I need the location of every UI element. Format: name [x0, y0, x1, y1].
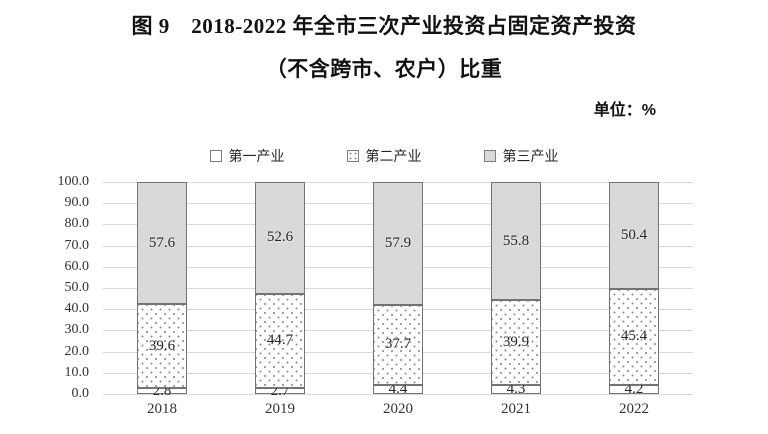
- legend-swatch-white-icon: [209, 150, 222, 162]
- bar-value-label: 55.8: [502, 232, 530, 249]
- bar-segment-gray-2019: 52.6: [255, 182, 305, 294]
- bar-segment-dotted-2019: 44.7: [255, 293, 305, 389]
- legend-label: 第三产业: [502, 150, 559, 165]
- y-tick-label: 90.0: [64, 195, 90, 211]
- bar-value-label: 4.3: [506, 380, 526, 397]
- legend-label: 第二产业: [365, 150, 422, 165]
- y-tick-label: 30.0: [64, 322, 90, 338]
- bar-segment-white-2019: 2.7: [255, 383, 305, 398]
- y-tick-label: 40.0: [64, 301, 90, 317]
- bar-segment-gray-2021: 55.8: [491, 182, 541, 301]
- y-tick-label: 60.0: [64, 258, 90, 274]
- x-tick-label: 2019: [265, 401, 295, 417]
- bar-segment-gray-2020: 57.9: [373, 182, 423, 305]
- bar-value-label: 4.2: [624, 381, 644, 398]
- bar-value-label: 44.7: [266, 332, 294, 349]
- y-tick-label: 0.0: [71, 386, 90, 401]
- chart-legend: 第一产业 第二产业 第三产业: [0, 146, 768, 166]
- y-tick-label: 70.0: [64, 237, 90, 253]
- bar-value-label: 37.7: [384, 336, 412, 353]
- bar-value-label: 45.4: [620, 328, 648, 345]
- bar-segment-dotted-2020: 37.7: [373, 304, 423, 385]
- bar-segment-dotted-2022: 45.4: [609, 288, 659, 386]
- legend-item-primary-industry: 第一产业: [209, 146, 285, 166]
- bar-segment-white-2022: 4.2: [609, 381, 659, 398]
- legend-item-tertiary-industry: 第三产业: [483, 146, 559, 166]
- y-tick-label: 80.0: [64, 216, 90, 232]
- bar-value-label: 52.6: [266, 229, 294, 246]
- x-tick-label: 2018: [147, 401, 177, 417]
- legend-label: 第一产业: [228, 150, 285, 165]
- bar-value-label: 57.9: [384, 234, 412, 251]
- figure-title-line2: （不含跨市、农户）比重: [265, 57, 503, 81]
- y-tick-label: 50.0: [64, 280, 90, 295]
- bar-value-label: 57.6: [148, 234, 176, 251]
- y-tick-label: 20.0: [64, 343, 90, 359]
- y-tick-label: 10.0: [64, 364, 90, 380]
- y-tick-label: 100.0: [57, 174, 90, 189]
- bar-segment-gray-2018: 57.6: [137, 182, 187, 305]
- x-tick-label: 2020: [383, 401, 413, 417]
- bar-segment-white-2020: 4.4: [373, 380, 423, 397]
- bar-segment-gray-2022: 50.4: [609, 182, 659, 289]
- y-axis-labels: 100.0 90.0 80.0 70.0 60.0 50.0 40.0 30.0 20.0 10.…: [0, 174, 95, 401]
- legend-item-secondary-industry: 第二产业: [346, 146, 422, 166]
- gridline: [103, 394, 693, 395]
- bar-segment-white-2018: 2.8: [137, 383, 187, 398]
- bar-segment-dotted-2021: 39.9: [491, 300, 541, 385]
- x-tick-label: 2022: [619, 401, 649, 417]
- legend-swatch-dotted-icon: [346, 150, 359, 162]
- bar-value-label: 50.4: [620, 226, 648, 243]
- legend-swatch-gray-icon: [483, 150, 496, 162]
- figure-title-line1: 图 9 2018-2022 年全市三次产业投资占固定资产投资: [131, 14, 637, 38]
- bar-value-label: 39.9: [502, 334, 530, 351]
- bar-value-label: 4.4: [388, 380, 408, 397]
- bar-segment-white-2021: 4.3: [491, 380, 541, 397]
- bar-segment-dotted-2018: 39.6: [137, 304, 187, 389]
- plot-area: 2.8 39.6 57.6 2018 2.7 44.7 52.6 2019 4.4 37.7 57.…: [103, 182, 693, 417]
- unit-label: 单位：%: [593, 102, 656, 119]
- x-tick-label: 2021: [501, 401, 531, 417]
- bar-value-label: 39.6: [148, 337, 176, 354]
